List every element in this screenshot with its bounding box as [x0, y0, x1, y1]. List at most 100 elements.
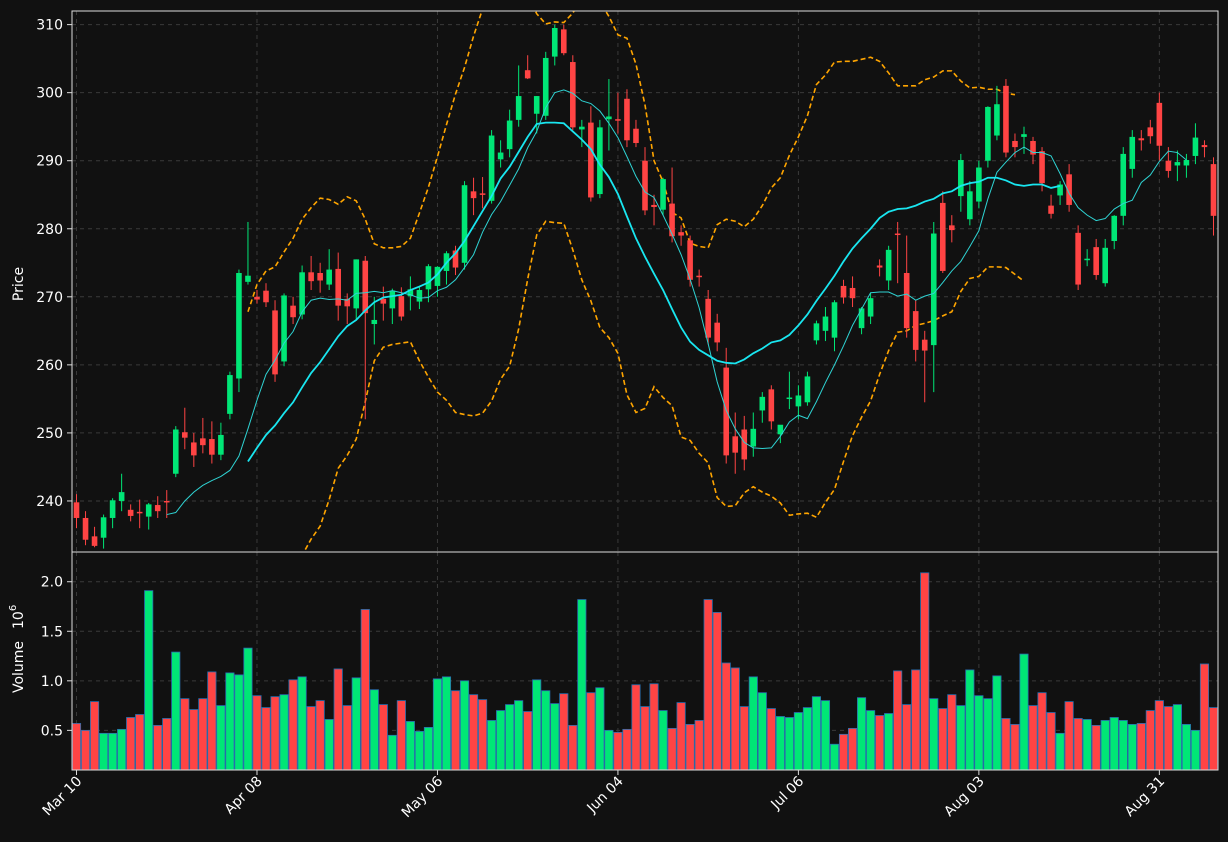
- candle-body: [714, 322, 720, 343]
- volume-bar: [71, 723, 82, 771]
- candle-body: [1102, 247, 1109, 284]
- volume-bar: [297, 676, 307, 771]
- candle-body: [136, 511, 143, 514]
- volume-bar: [1136, 723, 1146, 771]
- price-tick-label: 270: [36, 290, 63, 306]
- volume-bar: [306, 706, 316, 771]
- volume-bar: [1145, 710, 1155, 771]
- candle-body: [804, 376, 811, 403]
- candle-body: [452, 250, 459, 268]
- candle-body: [1075, 232, 1081, 285]
- candle-body: [768, 389, 775, 422]
- price-tick-label: 260: [36, 358, 63, 374]
- volume-bar: [595, 687, 605, 771]
- candle-body: [651, 204, 657, 207]
- volume-bar: [432, 678, 443, 771]
- volume-bar: [920, 572, 930, 771]
- band-upper-line: [247, 11, 1016, 313]
- volume-bar: [902, 704, 912, 771]
- volume-bar: [550, 703, 560, 771]
- volume-bar: [965, 669, 975, 771]
- candle-body: [145, 504, 152, 517]
- candle-body: [678, 232, 684, 236]
- bollinger-bands: [247, 11, 1025, 552]
- candle-body: [885, 249, 892, 281]
- volume-bar: [496, 710, 506, 771]
- volume-bar: [802, 707, 812, 771]
- volume-bar: [514, 700, 524, 771]
- volume-bar: [396, 700, 406, 771]
- volume-bar: [207, 671, 217, 771]
- candle-body: [1039, 151, 1045, 184]
- volume-bar: [423, 726, 433, 771]
- candle-body: [732, 436, 739, 453]
- volume-bar: [135, 714, 145, 771]
- volume-bar: [866, 710, 876, 771]
- candle-body: [624, 98, 630, 141]
- candle-body: [1048, 205, 1054, 214]
- candle-body: [994, 104, 1000, 136]
- price-y-axis: 240 250 260 270 280 290 300 310: [36, 18, 72, 510]
- candle-body: [163, 500, 170, 503]
- candle-body: [263, 290, 269, 303]
- candle-body: [560, 29, 567, 54]
- candle-body: [1066, 174, 1072, 205]
- volume-bar: [1199, 663, 1210, 771]
- candle-body: [876, 265, 883, 268]
- candle-body: [813, 323, 820, 341]
- candle-body: [1084, 258, 1090, 261]
- price-panel: 240 250 260 270 280 290 300 310 Price: [11, 10, 1219, 553]
- candle-body: [894, 233, 901, 236]
- candle-body: [308, 272, 314, 282]
- candle-body: [1003, 85, 1009, 153]
- volume-bar: [288, 679, 298, 771]
- volume-bar: [1190, 729, 1200, 771]
- volume-bar: [541, 690, 551, 771]
- candle-body: [1165, 160, 1172, 171]
- volume-bar: [261, 707, 271, 771]
- volume-bar: [712, 612, 722, 771]
- moving-average-slow-line: [247, 121, 1061, 462]
- candle-body: [200, 438, 206, 446]
- volume-bar: [748, 676, 758, 771]
- volume-bar: [811, 696, 821, 771]
- volume-bar: [631, 684, 641, 771]
- volume-bar: [1037, 692, 1047, 771]
- candle-body: [570, 62, 576, 128]
- candle-body: [1156, 102, 1163, 146]
- candle-body: [795, 395, 802, 407]
- candle-body: [209, 439, 215, 455]
- candle-body: [1120, 153, 1127, 216]
- volume-bar: [279, 694, 289, 771]
- volume-bar: [983, 698, 993, 771]
- volume-bar: [703, 599, 713, 771]
- volume-bar: [441, 676, 452, 771]
- candle-body: [939, 202, 946, 271]
- moving-average-fast-line: [166, 89, 1187, 516]
- volume-bar: [857, 697, 867, 771]
- candle-body: [597, 127, 603, 195]
- candle-body: [218, 434, 224, 455]
- volume-bar: [1181, 724, 1191, 771]
- volume-bar: [1010, 724, 1020, 771]
- candle-body: [750, 428, 757, 447]
- volume-bar: [80, 729, 91, 771]
- volume-bars: [71, 572, 1219, 771]
- candle-body: [515, 96, 522, 120]
- volume-bar: [478, 699, 488, 771]
- candle-body: [1147, 127, 1154, 137]
- volume-bar: [1064, 701, 1074, 771]
- volume-bar: [234, 674, 244, 771]
- candle-body: [588, 122, 594, 198]
- candle-body: [867, 298, 874, 317]
- candle-body: [281, 295, 287, 362]
- candle-body: [524, 70, 531, 79]
- candle-body: [100, 517, 107, 538]
- volume-bar: [252, 695, 262, 771]
- candle-body: [227, 375, 233, 414]
- volume-bar: [1091, 725, 1101, 771]
- volume-bar: [793, 712, 803, 771]
- volume-bar: [342, 705, 352, 771]
- volume-bar: [893, 670, 903, 771]
